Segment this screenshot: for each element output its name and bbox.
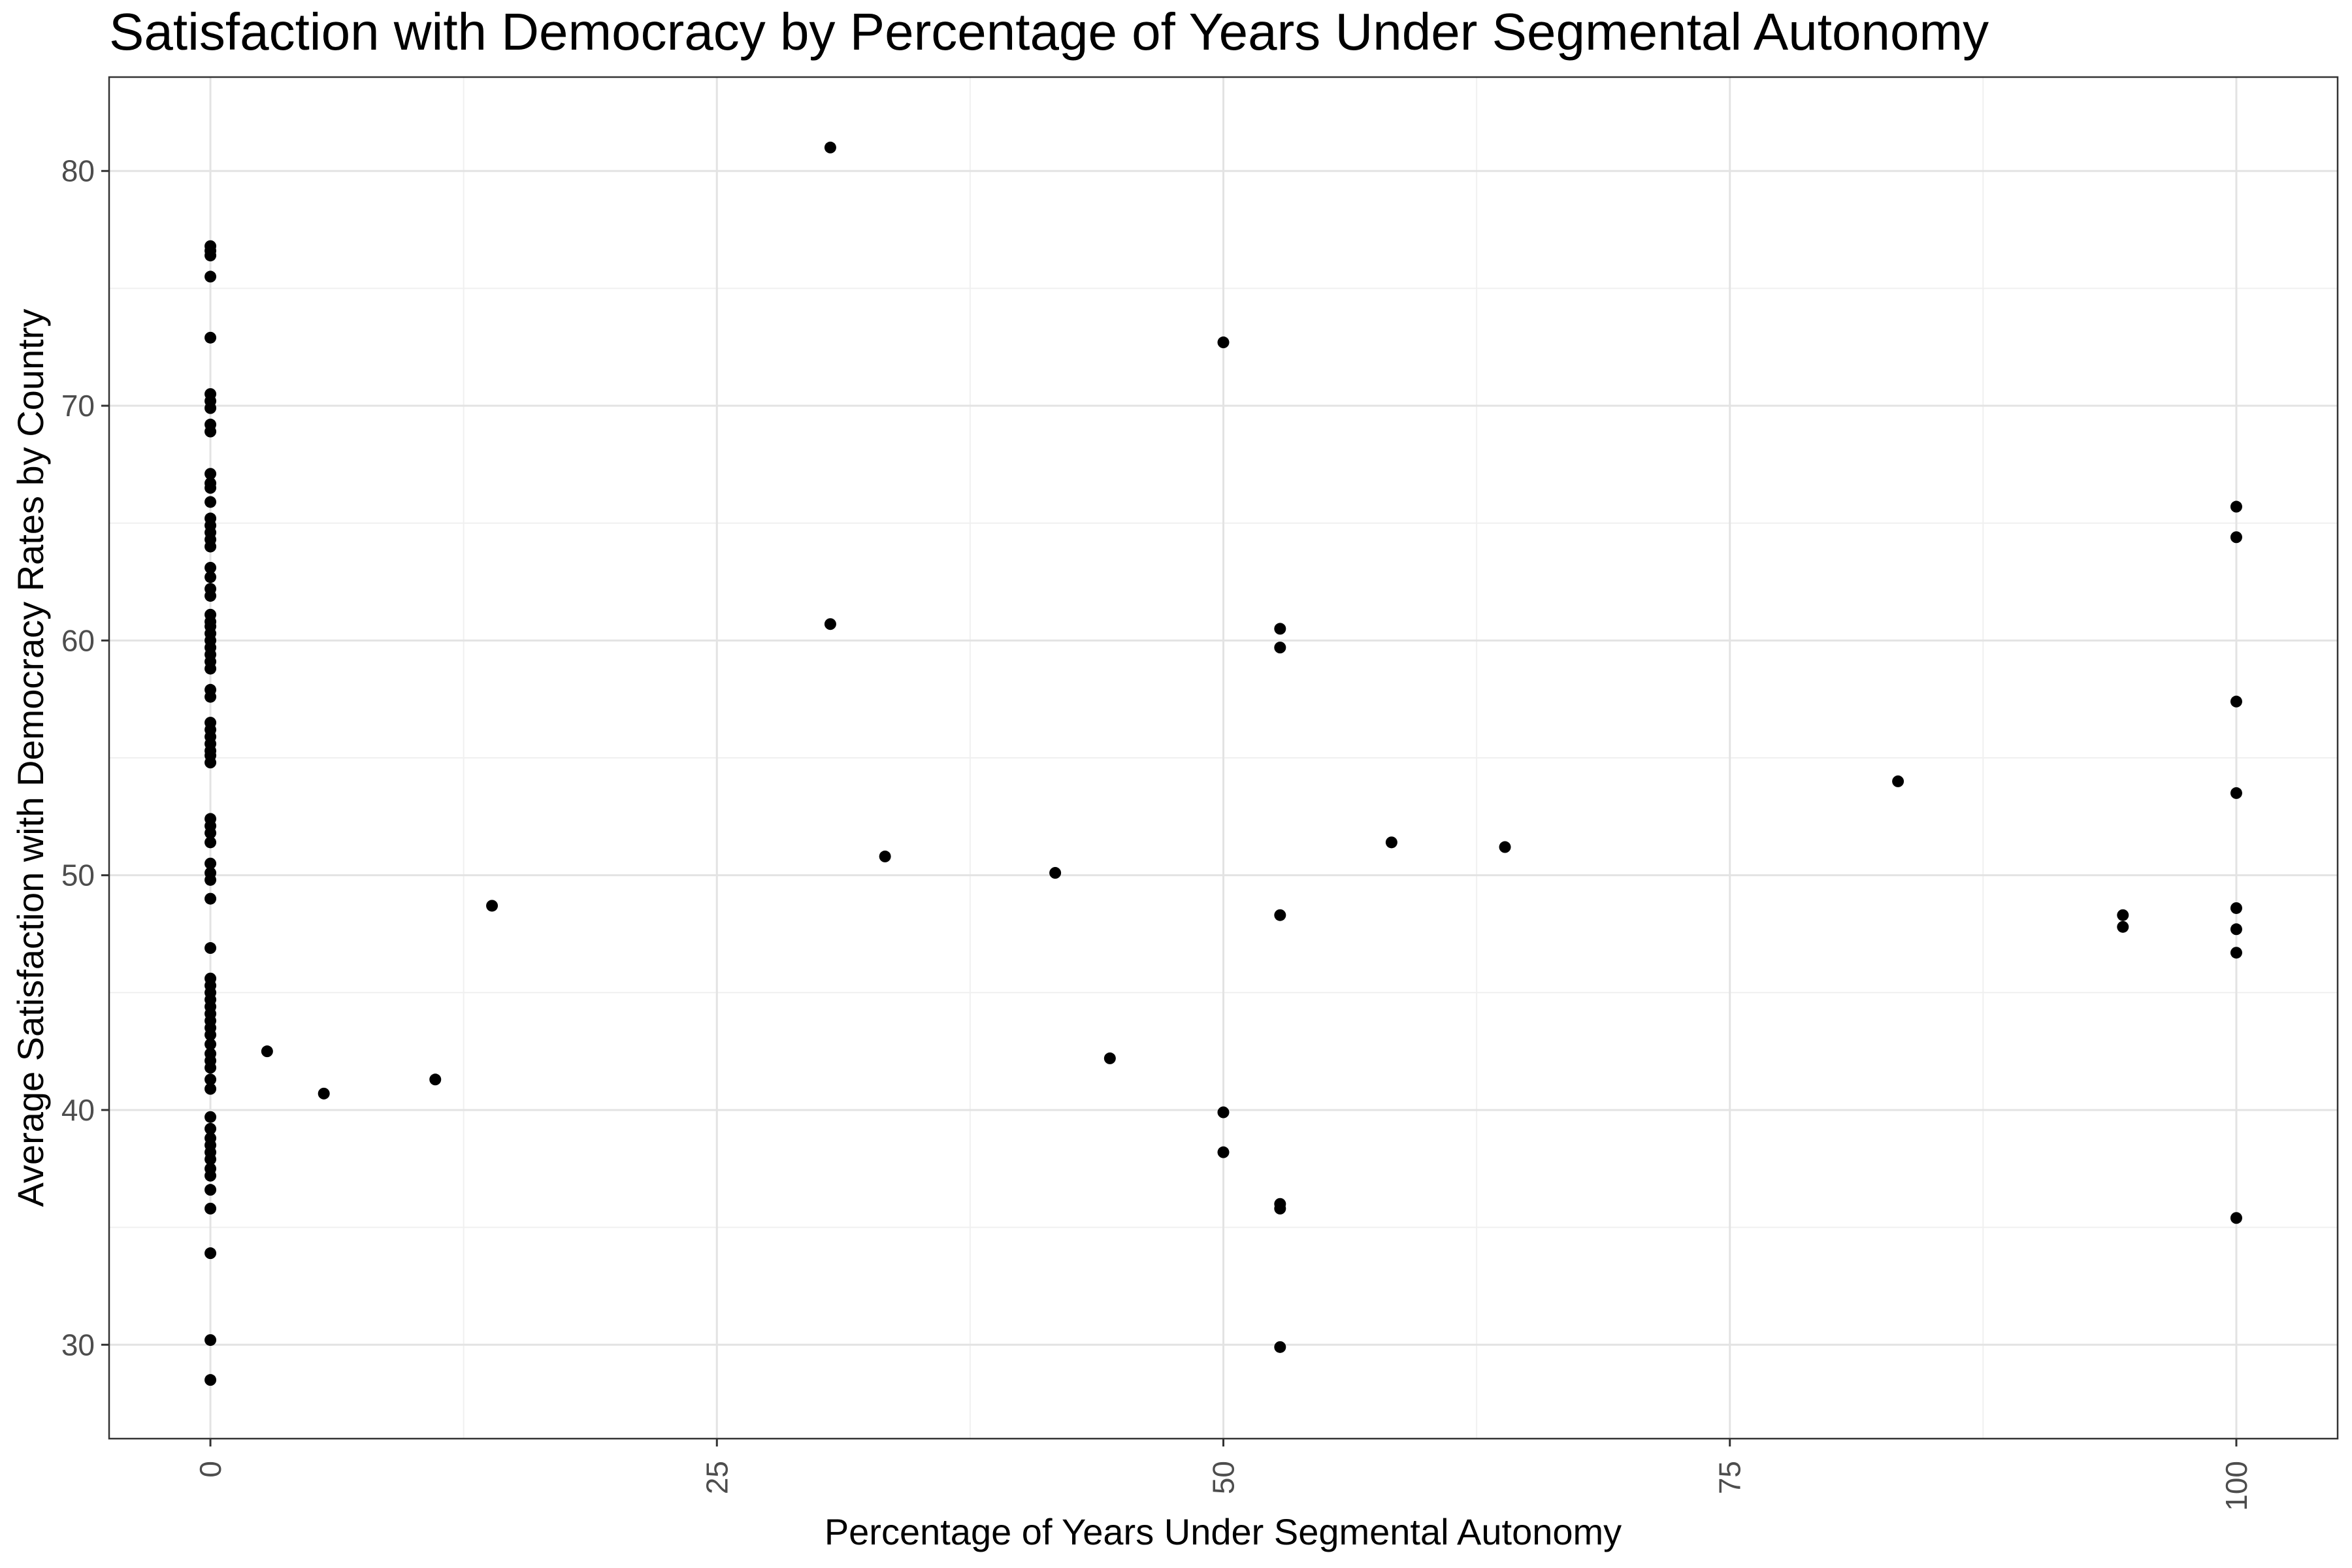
data-point — [429, 1073, 442, 1086]
data-point — [204, 662, 217, 675]
y-tick-label: 50 — [61, 858, 95, 892]
data-point — [204, 561, 217, 574]
data-point — [204, 1038, 217, 1051]
data-point — [204, 1028, 217, 1041]
data-point — [204, 1374, 217, 1386]
x-axis-ticks: 0 25 50 75 100 — [193, 1439, 2253, 1511]
y-tick-label: 70 — [61, 389, 95, 423]
data-points — [204, 141, 2242, 1386]
data-point — [318, 1087, 330, 1100]
data-point — [204, 496, 217, 508]
data-point — [1274, 642, 1286, 654]
data-point — [204, 826, 217, 839]
data-point — [204, 331, 217, 344]
data-point — [204, 1062, 217, 1074]
data-point — [1385, 836, 1397, 849]
data-point — [204, 1247, 217, 1260]
data-point — [2230, 947, 2242, 959]
data-point — [1217, 336, 1230, 349]
data-point — [204, 857, 217, 870]
data-point — [2230, 923, 2242, 936]
data-point — [2117, 909, 2129, 921]
data-point — [1049, 867, 1062, 879]
data-point — [204, 1202, 217, 1215]
data-point — [2230, 531, 2242, 544]
y-tick-label: 80 — [61, 154, 95, 188]
data-point — [879, 850, 891, 862]
x-tick-label: 0 — [193, 1461, 227, 1478]
x-tick-label: 50 — [1207, 1461, 1241, 1494]
data-point — [204, 1083, 217, 1095]
data-point — [204, 402, 217, 414]
data-point — [204, 468, 217, 480]
data-point — [1892, 775, 1904, 787]
data-point — [2230, 695, 2242, 708]
x-tick-label: 100 — [2219, 1461, 2253, 1511]
data-point — [204, 571, 217, 583]
data-point — [204, 892, 217, 905]
data-point — [204, 1169, 217, 1182]
y-tick-label: 30 — [61, 1328, 95, 1362]
data-point — [204, 691, 217, 703]
data-point — [824, 141, 836, 154]
data-point — [204, 270, 217, 283]
data-point — [204, 1111, 217, 1123]
x-axis-title: Percentage of Years Under Segmental Auto… — [825, 1511, 1622, 1552]
y-tick-label: 40 — [61, 1093, 95, 1127]
data-point — [204, 425, 217, 438]
x-tick-label: 25 — [700, 1461, 734, 1494]
data-point — [1217, 1146, 1230, 1158]
data-point — [204, 1334, 217, 1347]
data-point — [204, 540, 217, 553]
data-point — [204, 1184, 217, 1196]
data-point — [2230, 1212, 2242, 1224]
data-point — [261, 1045, 273, 1058]
y-axis-title: Average Satisfaction with Democracy Rate… — [10, 309, 51, 1207]
data-point — [1217, 1106, 1230, 1119]
data-point — [486, 900, 498, 912]
data-point — [2117, 921, 2129, 933]
x-tick-label: 75 — [1713, 1461, 1747, 1494]
data-point — [204, 1073, 217, 1086]
data-point — [1274, 1341, 1286, 1353]
data-point — [204, 874, 217, 886]
y-axis-ticks: 30 40 50 60 70 80 — [61, 154, 109, 1362]
data-point — [204, 836, 217, 849]
data-point — [204, 590, 217, 602]
data-point — [2230, 902, 2242, 914]
data-point — [204, 1122, 217, 1135]
data-point — [204, 1153, 217, 1166]
data-point — [1274, 909, 1286, 921]
chart-title: Satisfaction with Democracy by Percentag… — [109, 3, 1989, 61]
data-point — [204, 757, 217, 769]
data-point — [204, 482, 217, 494]
data-point — [2230, 500, 2242, 513]
data-point — [1274, 1202, 1286, 1215]
data-point — [824, 618, 836, 630]
data-point — [1499, 841, 1511, 853]
y-tick-label: 60 — [61, 623, 95, 657]
data-point — [1103, 1052, 1116, 1064]
data-point — [204, 250, 217, 262]
data-point — [204, 942, 217, 955]
data-point — [2230, 787, 2242, 799]
data-point — [1274, 623, 1286, 635]
